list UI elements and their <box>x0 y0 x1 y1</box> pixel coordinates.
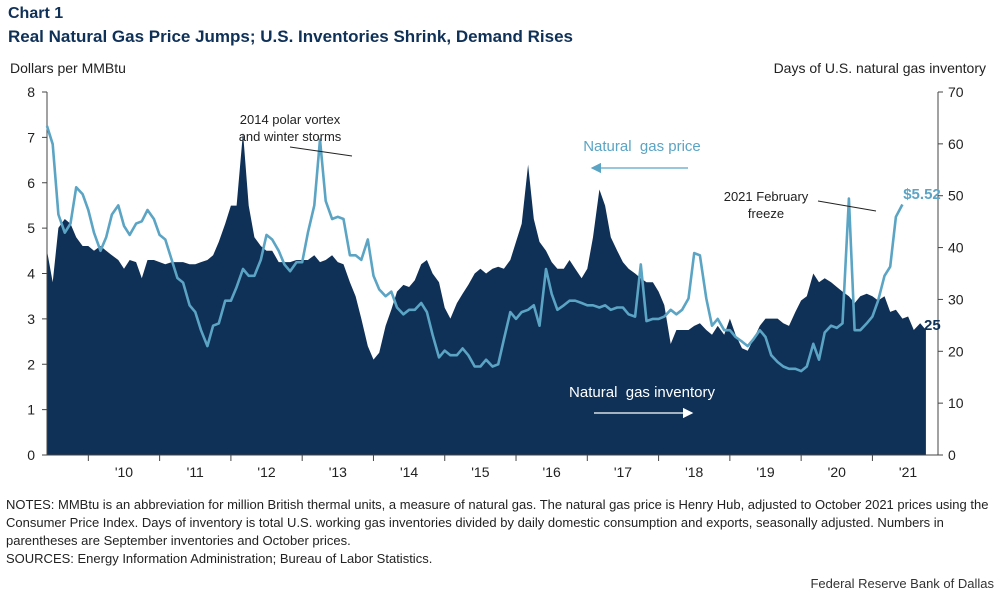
series-area-inventory <box>47 132 926 455</box>
y-right-tick-label: 60 <box>948 136 964 152</box>
annotation-polar-vortex-leader <box>289 146 353 157</box>
y-left-tick-label: 0 <box>27 447 35 463</box>
x-tick-label: '10 <box>115 464 133 480</box>
annotation-freeze-line1: 2021 February <box>724 189 809 204</box>
y-right-tick-label: 30 <box>948 291 964 307</box>
y-left-tick-label: 7 <box>27 129 35 145</box>
price-end-value: $5.52 <box>903 186 941 203</box>
y-left-tick-label: 6 <box>27 175 35 191</box>
y-left-tick-label: 8 <box>27 84 35 100</box>
y-left-tick-label: 4 <box>27 266 35 282</box>
x-tick-label: '12 <box>257 464 275 480</box>
x-tick-label: '16 <box>543 464 561 480</box>
chart-label: Chart 1 <box>8 5 64 22</box>
annotation-freeze-line2: freeze <box>748 206 784 221</box>
x-tick-label: '19 <box>756 464 774 480</box>
annotation-polar-vortex-line1: 2014 polar vortex <box>240 112 341 127</box>
annotation-polar-vortex-line2: and winter storms <box>239 129 342 144</box>
y-left-tick-label: 2 <box>27 356 35 372</box>
y-right-tick-label: 40 <box>948 240 964 256</box>
x-tick-label: '18 <box>685 464 703 480</box>
y-right-tick-label: 50 <box>948 188 964 204</box>
notes-text: NOTES: MMBtu is an abbreviation for mill… <box>6 497 989 548</box>
y-axis-right-label: Days of U.S. natural gas inventory <box>773 60 986 76</box>
y-left-tick-label: 1 <box>27 402 35 418</box>
x-tick-label: '13 <box>329 464 347 480</box>
series-label-inventory: Natural gas inventory <box>569 384 715 401</box>
y-right-tick-label: 20 <box>948 343 964 359</box>
sources-text: SOURCES: Energy Information Administrati… <box>6 551 433 566</box>
series-line-price <box>45 125 904 373</box>
annotation-freeze-leader <box>817 200 877 212</box>
credit-line: Federal Reserve Bank of Dallas <box>810 576 994 591</box>
inventory-end-value: 25 <box>924 317 941 334</box>
y-right-tick-label: 10 <box>948 395 964 411</box>
y-axis-left-label: Dollars per MMBtu <box>10 60 126 76</box>
y-left-tick-label: 3 <box>27 311 35 327</box>
x-tick-label: '15 <box>471 464 489 480</box>
series-label-price: Natural gas price <box>583 138 701 155</box>
chart-notes: NOTES: MMBtu is an abbreviation for mill… <box>6 496 1000 568</box>
x-tick-label: '21 <box>899 464 917 480</box>
x-tick-label: '20 <box>828 464 846 480</box>
y-right-tick-label: 70 <box>948 84 964 100</box>
chart-title: Real Natural Gas Price Jumps; U.S. Inven… <box>8 27 573 46</box>
x-tick-label: '17 <box>614 464 632 480</box>
y-right-tick-label: 0 <box>948 447 956 463</box>
y-left-tick-label: 5 <box>27 220 35 236</box>
x-tick-label: '11 <box>187 464 204 480</box>
x-tick-label: '14 <box>400 464 418 480</box>
